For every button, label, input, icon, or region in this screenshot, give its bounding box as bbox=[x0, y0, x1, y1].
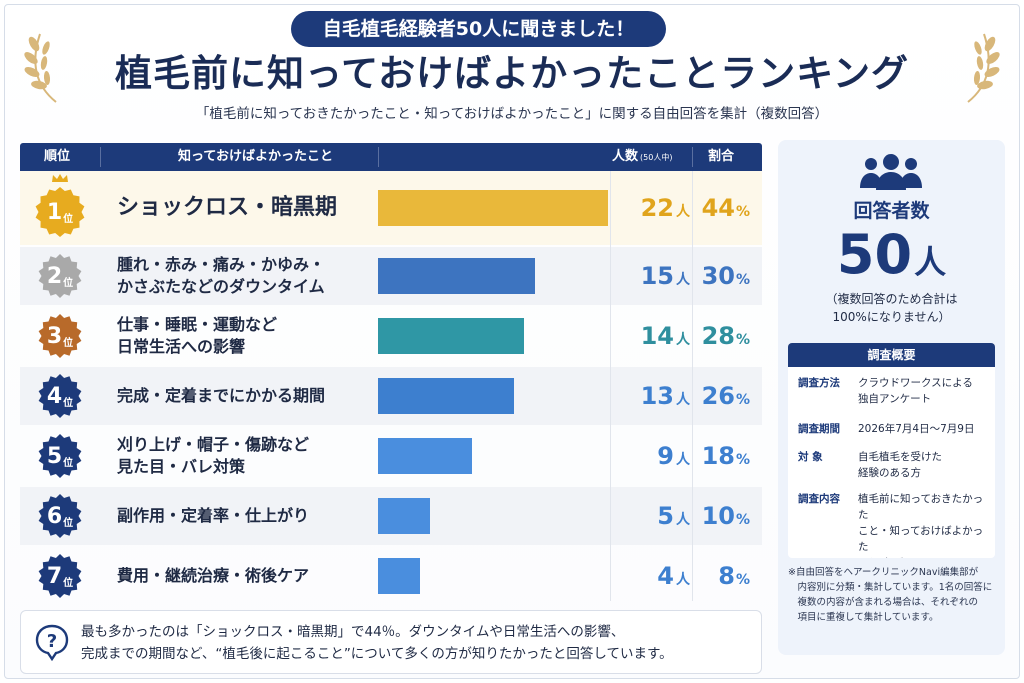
header-rank: 順位 bbox=[44, 149, 71, 164]
rank-value: 5 bbox=[46, 443, 63, 469]
bar bbox=[378, 438, 473, 474]
table-header: 順位 知っておけばよかったこと 人数 (50人中) 割合 bbox=[20, 143, 762, 171]
people-icon bbox=[860, 154, 922, 190]
item-label: 完成・定着までにかかる期間 bbox=[117, 386, 326, 405]
header-item: 知っておけばよかったこと bbox=[178, 149, 333, 164]
side-panel: 回答者数 50人 （複数回答のため合計は 100%になりません） 調査概要 調査… bbox=[778, 140, 1005, 655]
crown-icon bbox=[52, 174, 68, 182]
item-label: 腫れ・赤み・痛み・かゆみ・ かさぶたなどのダウンタイム bbox=[117, 255, 326, 296]
survey-title: 調査概要 bbox=[788, 343, 995, 367]
footnote: ※自由回答をヘアークリニックNavi編集部が 内容別に分類・集計しています。1名… bbox=[788, 567, 993, 623]
count-label: 14 人 bbox=[640, 322, 690, 350]
percent-label: 18% bbox=[701, 442, 750, 470]
svg-text:?: ? bbox=[47, 631, 57, 652]
bar bbox=[378, 378, 514, 414]
table-row: 2 位 腫れ・赤み・痛み・かゆみ・ かさぶたなどのダウンタイム 15 人 30% bbox=[20, 247, 762, 305]
percent-label: 28% bbox=[701, 322, 750, 350]
table-row: 6 位 副作用・定着率・仕上がり 5 人 10% bbox=[20, 487, 762, 545]
percent-label: 8% bbox=[718, 562, 750, 590]
percent-label: 26% bbox=[701, 382, 750, 410]
bar bbox=[378, 558, 420, 594]
percent-label: 10% bbox=[701, 502, 750, 530]
bar bbox=[378, 190, 608, 226]
count-label: 13 人 bbox=[640, 382, 690, 410]
summary-note: ? 最も多かったのは「ショックロス・暗黒期」で44％。ダウンタイムや日常生活への… bbox=[20, 610, 762, 674]
rank-value: 4 bbox=[46, 383, 63, 409]
table-row: 5 位 刈り上げ・帽子・傷跡など 見た目・バレ対策 9 人 18% bbox=[20, 427, 762, 485]
count-label: 22 人 bbox=[640, 194, 690, 222]
page-title: 植毛前に知っておけばよかったことランキング bbox=[115, 52, 909, 95]
item-label: 刈り上げ・帽子・傷跡など 見た目・バレ対策 bbox=[117, 435, 310, 476]
bar bbox=[378, 258, 535, 294]
bar bbox=[378, 498, 431, 534]
percent-label: 30% bbox=[701, 262, 750, 290]
respondents-value: 50人 bbox=[836, 223, 947, 286]
respondents-label: 回答者数 bbox=[853, 200, 930, 222]
survey-pill: 自毛植毛経験者50人に聞きました！ bbox=[291, 11, 666, 47]
percent-label: 44% bbox=[701, 194, 750, 222]
item-label: 費用・継続治療・術後ケア bbox=[117, 566, 310, 585]
respondents-note: （複数回答のため合計は 100%になりません） bbox=[825, 292, 958, 324]
rank-value: 1 bbox=[46, 199, 63, 225]
question-bubble-icon: ? bbox=[35, 624, 69, 661]
header-count: 人数 (50人中) bbox=[612, 149, 673, 164]
table-row: 3 位 仕事・睡眠・運動など 日常生活への影響 14 人 28% bbox=[20, 307, 762, 365]
survey-overview: 調査概要 調査方法 クラウドワークスによる 独自アンケート 調査期間 2026年… bbox=[788, 343, 995, 558]
item-label: 副作用・定着率・仕上がり bbox=[117, 506, 310, 525]
bar bbox=[378, 318, 525, 354]
laurel-left-icon bbox=[24, 33, 57, 103]
rank-value: 6 bbox=[46, 503, 63, 529]
page-subtitle: 「植毛前に知っておきたかったこと・知っておけばよかったこと」に関する自由回答を集… bbox=[195, 106, 829, 122]
table-row: 7 位 費用・継続治療・術後ケア 4 人 8% bbox=[20, 547, 762, 605]
header-pct: 割合 bbox=[708, 149, 735, 164]
summary-text: 最も多かったのは「ショックロス・暗黒期」で44％。ダウンタイムや日常生活への影響… bbox=[81, 624, 673, 662]
laurel-right-icon bbox=[967, 33, 1000, 103]
rank-value: 7 bbox=[46, 563, 63, 589]
item-label: ショックロス・暗黒期 bbox=[117, 195, 338, 220]
table-row: 4 位 完成・定着までにかかる期間 13 人 26% bbox=[20, 367, 762, 425]
rank-value: 3 bbox=[46, 323, 63, 349]
item-label: 仕事・睡眠・運動など 日常生活への影響 bbox=[117, 315, 278, 356]
ranking-table: 順位 知っておけばよかったこと 人数 (50人中) 割合 1 位 ショックロス・暗黒期… bbox=[20, 143, 762, 601]
rank-value: 2 bbox=[46, 263, 63, 289]
table-row: 1 位 ショックロス・暗黒期 22 人 44% bbox=[20, 171, 762, 245]
count-label: 15 人 bbox=[640, 262, 690, 290]
